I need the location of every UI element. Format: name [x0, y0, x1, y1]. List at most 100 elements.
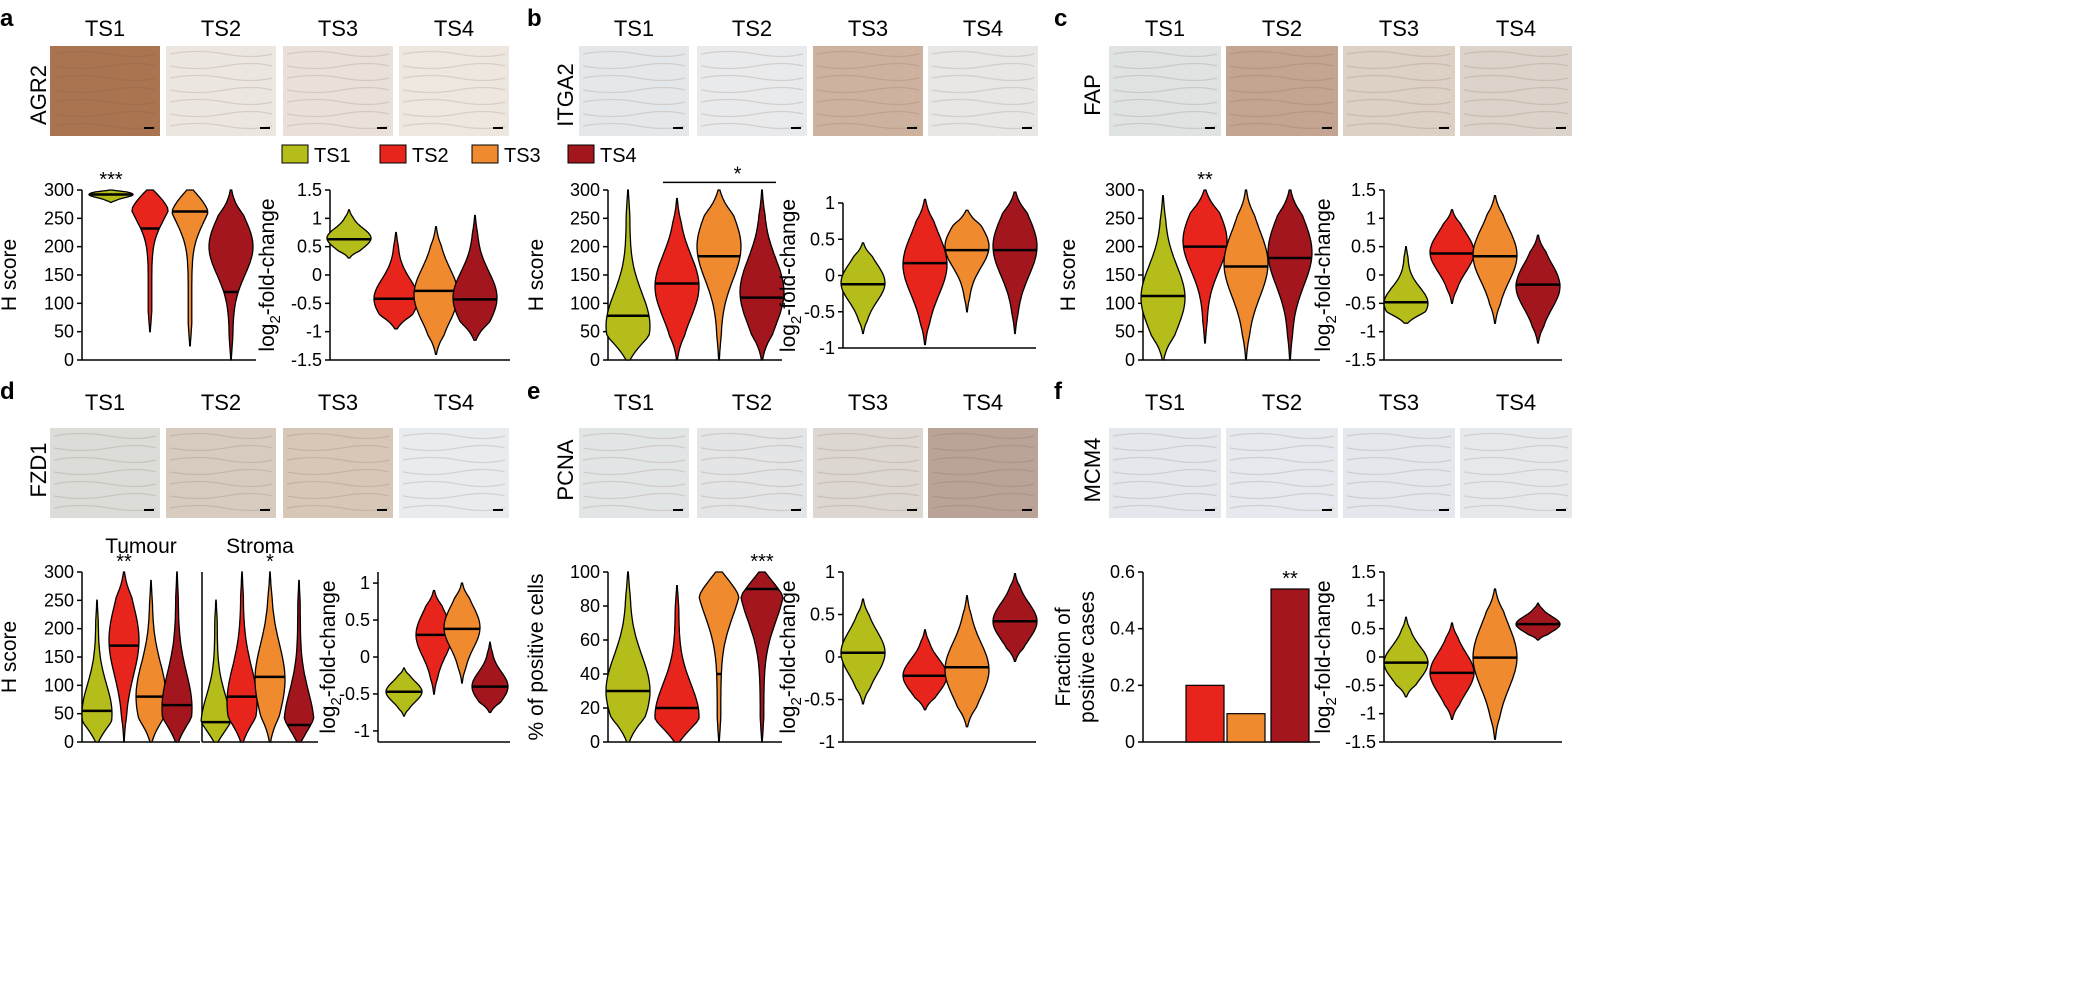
ihc-image-f-ts4	[1460, 428, 1572, 518]
ihc-image-f-ts3	[1343, 428, 1455, 518]
y-tick-label: 80	[580, 596, 600, 616]
tissue-texture	[931, 50, 1035, 58]
chart-d-fc: -1 -0.5 0 0.5 1 log2-fold-change	[317, 572, 510, 743]
tissue-texture	[1463, 432, 1569, 440]
significance-marker: *	[266, 551, 274, 573]
tissue-texture	[816, 456, 920, 464]
y-tick-label: 0.2	[1110, 675, 1135, 695]
y-tick-label: 0.5	[1351, 619, 1376, 639]
bar-ts4	[1270, 588, 1310, 743]
gene-label-pcna: PCNA	[553, 439, 578, 500]
chart-c-fc: -1.5 -1 -0.5 0 0.5 1 1.5 log2-fold-change	[1312, 180, 1562, 370]
tissue-texture	[1346, 492, 1452, 500]
tissue-texture	[169, 444, 273, 452]
ihc-image-e-ts1	[579, 428, 689, 518]
tissue-texture	[1463, 62, 1569, 70]
y-tick-label: 0	[64, 732, 74, 752]
tissue-texture	[1346, 456, 1452, 464]
tissue-texture	[53, 468, 157, 476]
violin-ts2	[373, 231, 419, 330]
tissue-texture	[1346, 504, 1452, 512]
y-axis-label: log2-fold-change	[777, 580, 805, 733]
tissue-texture	[700, 432, 804, 440]
y-tick-label: 150	[1105, 265, 1135, 285]
gene-label-agr2: AGR2	[26, 65, 51, 125]
y-axis-label: log2-fold-change	[777, 199, 805, 352]
violin-ts3	[254, 571, 286, 743]
tissue-texture	[582, 86, 686, 94]
tissue-texture	[931, 86, 1035, 94]
chart-c-h: 0 50 100 150 200 250 300 H score **	[1057, 169, 1320, 370]
violin-ts3	[1472, 588, 1518, 740]
tissue-texture	[1229, 98, 1335, 106]
y-tick-label: -0.5	[339, 684, 370, 704]
significance-marker: **	[1197, 169, 1213, 191]
tissue-texture	[700, 50, 804, 58]
y-axis-label: log2-fold-change	[317, 580, 345, 733]
y-tick-label: -0.5	[804, 690, 835, 710]
tissue-texture	[53, 50, 157, 58]
ihc-image-a-ts3	[283, 46, 393, 136]
y-tick-label: 40	[580, 664, 600, 684]
tissue-texture	[931, 444, 1035, 452]
sample-header-ts4: TS4	[434, 390, 474, 415]
y-tick-label: 150	[44, 265, 74, 285]
tissue-texture	[582, 444, 686, 452]
sample-header-ts1: TS1	[1145, 390, 1185, 415]
violin-ts2	[1429, 209, 1475, 304]
y-tick-label: -1.5	[1345, 350, 1376, 370]
ihc-image-f-ts1	[1109, 428, 1221, 518]
gene-label-mcm4: MCM4	[1080, 438, 1105, 503]
ihc-image-e-ts4	[928, 428, 1038, 518]
tissue-texture	[53, 98, 157, 106]
tissue-texture	[700, 492, 804, 500]
y-tick-label: 250	[44, 590, 74, 610]
tissue-texture	[286, 444, 390, 452]
y-tick-label: 0	[1366, 647, 1376, 667]
sample-header-ts1: TS1	[1145, 16, 1185, 41]
y-axis-label: log2-fold-change	[1312, 198, 1340, 351]
sample-header-ts4: TS4	[963, 16, 1003, 41]
tissue-texture	[816, 86, 920, 94]
tissue-texture	[1229, 62, 1335, 70]
tissue-texture	[1112, 86, 1218, 94]
ihc-image-c-ts4	[1460, 46, 1572, 136]
tissue-texture	[931, 504, 1035, 512]
chart-d-tumour: 0 50 100 150 200 250 300 H score **	[0, 551, 200, 752]
tissue-texture	[1229, 86, 1335, 94]
y-tick-label: 0	[825, 647, 835, 667]
y-tick-label: 150	[570, 265, 600, 285]
tissue-texture	[53, 122, 157, 130]
tissue-texture	[1112, 468, 1218, 476]
y-axis-label: log2-fold-change	[256, 198, 284, 351]
tissue-texture	[286, 50, 390, 58]
tissue-texture	[286, 74, 390, 82]
violin-ts4	[1515, 602, 1561, 641]
tissue-texture	[1229, 122, 1335, 130]
y-tick-label: 100	[44, 293, 74, 313]
sample-header-ts2: TS2	[732, 390, 772, 415]
tissue-texture	[816, 62, 920, 70]
tissue-texture	[582, 122, 686, 130]
tissue-texture	[1346, 110, 1452, 118]
tissue-texture	[582, 456, 686, 464]
violin-ts1	[605, 571, 651, 743]
tissue-texture	[1112, 62, 1218, 70]
violin-ts1	[88, 189, 134, 204]
y-tick-label: 0.4	[1110, 619, 1135, 639]
y-tick-label: 0	[1125, 732, 1135, 752]
tissue-texture	[1463, 456, 1569, 464]
tissue-texture	[286, 480, 390, 488]
tissue-texture	[931, 492, 1035, 500]
tissue-texture	[402, 480, 506, 488]
legend-label-ts2: TS2	[412, 145, 449, 167]
tissue-texture	[700, 456, 804, 464]
gene-label-fzd1: FZD1	[26, 443, 51, 498]
violin-ts3	[171, 189, 209, 347]
tissue-texture	[816, 492, 920, 500]
y-tick-label: 1	[312, 208, 322, 228]
violin-ts4	[452, 214, 498, 341]
y-tick-label: 200	[44, 619, 74, 639]
y-tick-label: 300	[570, 180, 600, 200]
sample-header-ts1: TS1	[614, 16, 654, 41]
